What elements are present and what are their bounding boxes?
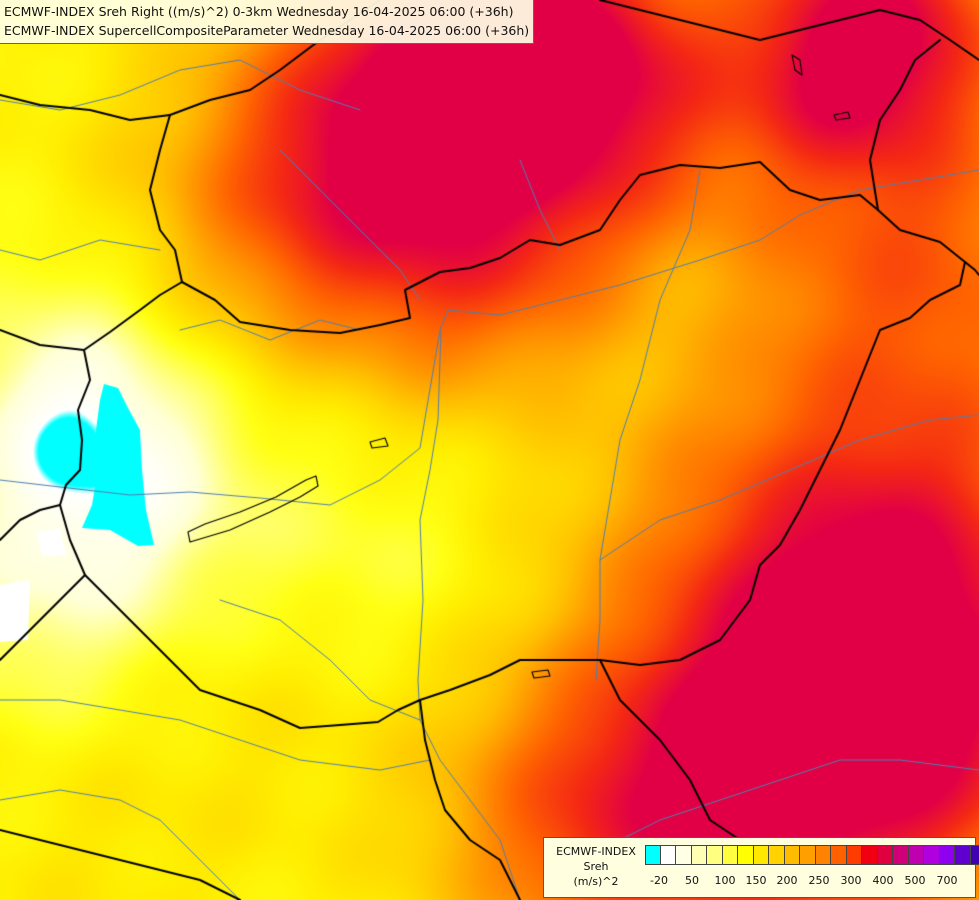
legend-swatch: [800, 845, 816, 865]
legend-swatch: [707, 845, 723, 865]
map-title-box: ECMWF-INDEX Sreh Right ((m/s)^2) 0-3km W…: [0, 0, 535, 44]
legend-tick-label: 300: [840, 874, 862, 887]
legend-swatch: [955, 845, 971, 865]
title-line-scp: ECMWF-INDEX SupercellCompositeParameter …: [4, 23, 530, 38]
legend-swatch: [908, 845, 924, 865]
legend-swatch: [769, 845, 785, 865]
color-legend: ECMWF-INDEX Sreh (m/s)^2 -20 50 100 150 200 2…: [543, 837, 979, 898]
legend-swatches: [645, 845, 979, 865]
legend-swatch: [815, 845, 831, 865]
legend-swatch: [753, 845, 769, 865]
title-line-sreh: ECMWF-INDEX Sreh Right ((m/s)^2) 0-3km W…: [4, 4, 514, 19]
legend-tick-label: 50: [685, 874, 699, 887]
legend-swatch: [939, 845, 955, 865]
legend-swatch: [862, 845, 878, 865]
legend-tick-label: 250: [808, 874, 830, 887]
legend-title-unit: (m/s)^2: [573, 875, 619, 888]
legend-swatch: [691, 845, 707, 865]
legend-swatch: [738, 845, 754, 865]
legend-tick-label: 100: [714, 874, 736, 887]
legend-swatch: [784, 845, 800, 865]
legend-tick-label: 150: [745, 874, 767, 887]
legend-tick-label: -20: [650, 874, 668, 887]
legend-swatch: [676, 845, 692, 865]
legend-ticks: -20 50 100 150 200 250 300 400 500 700: [645, 874, 971, 888]
legend-title-model: ECMWF-INDEX: [556, 845, 636, 858]
legend-title: ECMWF-INDEX Sreh (m/s)^2: [548, 844, 644, 889]
legend-swatch: [645, 845, 661, 865]
legend-tick-label: 500: [904, 874, 926, 887]
legend-swatch: [846, 845, 862, 865]
legend-swatch: [831, 845, 847, 865]
legend-title-field: Sreh: [583, 860, 609, 873]
legend-tick-label: 700: [936, 874, 958, 887]
legend-tick-label: 200: [776, 874, 798, 887]
legend-swatch: [970, 845, 979, 865]
legend-swatch: [660, 845, 676, 865]
legend-tick-label: 400: [872, 874, 894, 887]
legend-swatch: [722, 845, 738, 865]
legend-swatch: [893, 845, 909, 865]
legend-swatch: [877, 845, 893, 865]
legend-swatch: [924, 845, 940, 865]
